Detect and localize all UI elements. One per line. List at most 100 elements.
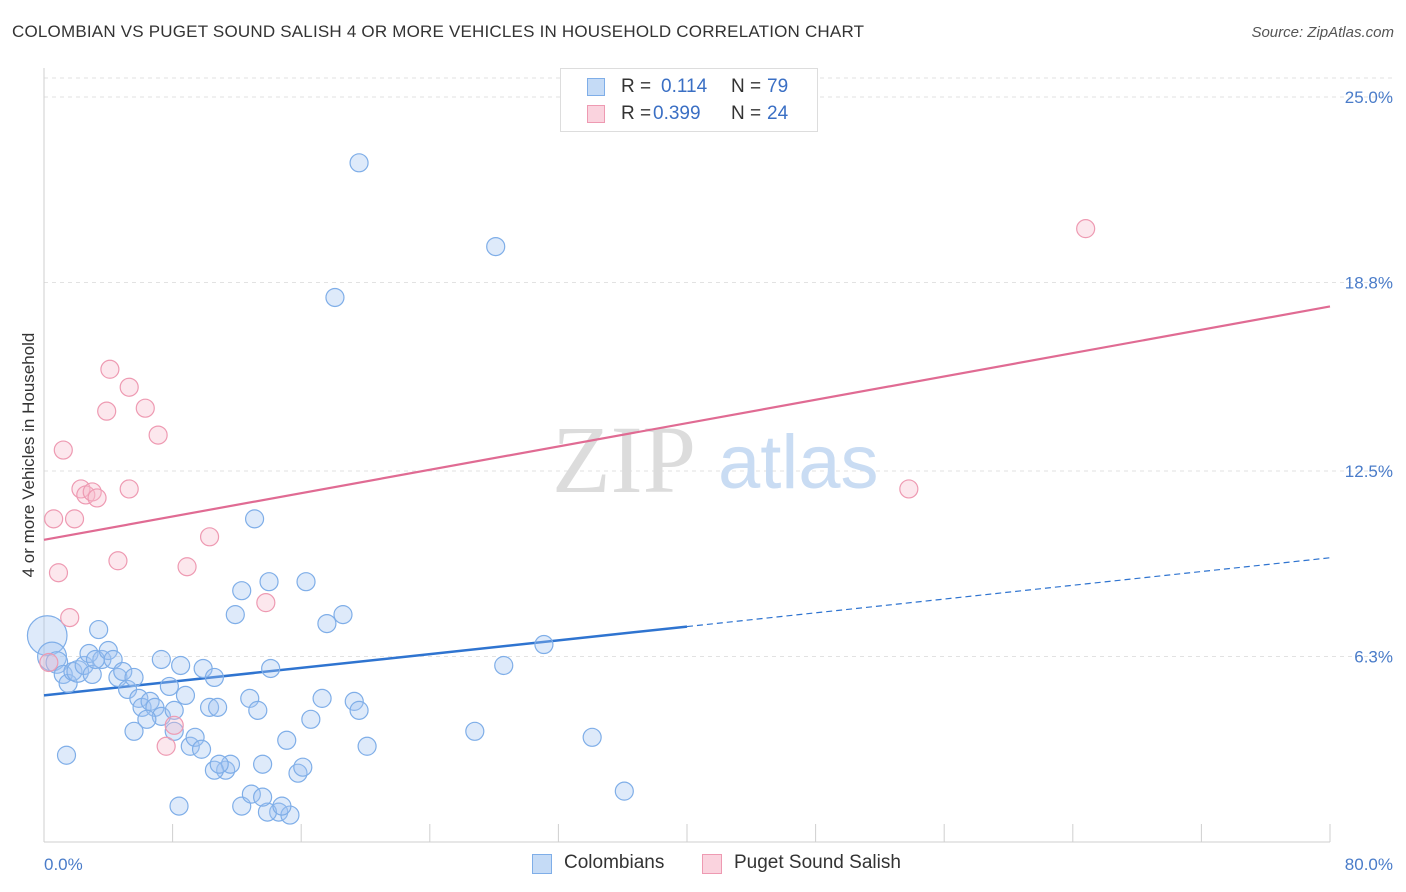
colombians-point	[312, 688, 332, 708]
colombians-point	[159, 676, 179, 697]
colombians-point	[534, 634, 554, 655]
colombians-point	[296, 572, 316, 592]
r-label: R =	[621, 103, 652, 124]
salish-point	[87, 488, 107, 508]
colombians-point	[45, 651, 69, 674]
n-value: 79	[767, 76, 789, 97]
colombians-point	[614, 781, 634, 801]
salish-point	[97, 401, 117, 421]
watermark-atlas: atlas	[718, 420, 879, 505]
colombians-point	[325, 287, 345, 308]
y-tick-label: 25.0%	[1345, 88, 1393, 107]
salish-point	[1076, 219, 1096, 239]
salish-point	[44, 509, 64, 529]
colombians-point	[244, 509, 265, 529]
colombians-point	[248, 700, 268, 720]
salish-point	[108, 551, 128, 571]
x-tick-label-max: 80.0%	[1345, 855, 1393, 874]
colombians-point	[204, 667, 224, 688]
colombians-trend-line	[43, 625, 688, 697]
n-label: N =	[731, 103, 762, 124]
colombians-point	[259, 572, 279, 592]
colombians-point	[232, 581, 252, 601]
colombians-point	[333, 605, 353, 625]
colombians-point	[209, 754, 229, 774]
y-tick-label: 18.8%	[1345, 274, 1393, 293]
y-tick-label: 6.3%	[1354, 648, 1393, 667]
colombians-point	[180, 736, 200, 756]
salish-point	[60, 608, 80, 628]
colombians-point	[164, 721, 184, 741]
colombians-point	[582, 727, 602, 747]
colombians-point	[317, 613, 337, 634]
colombians-point	[164, 700, 184, 720]
legend-label: Puget Sound Salish	[734, 852, 901, 873]
salish-point	[135, 398, 155, 418]
colombians-point	[261, 658, 281, 679]
salish-point	[119, 377, 139, 397]
trend-lines	[43, 305, 1331, 697]
legend-label: Colombians	[564, 852, 665, 873]
colombians-point	[56, 745, 77, 765]
salish-point	[199, 527, 220, 547]
y-tick-labels: 6.3% 12.5% 18.8% 25.0%	[1345, 88, 1393, 667]
chart-title: COLOMBIAN VS PUGET SOUND SALISH 4 OR MOR…	[12, 22, 865, 41]
salish-point	[148, 425, 168, 445]
colombians-point	[241, 784, 261, 804]
axes	[43, 68, 1331, 843]
x-tick-label-min: 0.0%	[44, 855, 83, 874]
salish-point	[119, 479, 139, 499]
colombians-point	[171, 655, 191, 676]
colombians-point	[277, 730, 297, 750]
salish-point	[53, 440, 73, 460]
r-value: 0.399	[653, 103, 701, 124]
colombians-point	[26, 615, 68, 656]
colombians-point	[272, 796, 292, 816]
colombians-point	[257, 802, 278, 822]
colombians-point	[151, 649, 171, 670]
y-axis-label: 4 or more Vehicles in Household	[19, 333, 38, 578]
colombians-trend-extension	[686, 557, 1331, 628]
colombians-point	[175, 685, 196, 706]
watermark-zip: ZIP	[552, 406, 696, 513]
colombians-point	[98, 640, 118, 661]
colombians-point	[253, 754, 273, 774]
n-label: N =	[731, 76, 762, 97]
colombians-point	[113, 661, 133, 682]
stats-legend: R = 0.114 N = 79 R = 0.399 N = 24	[560, 68, 818, 132]
colombians-point	[301, 709, 321, 729]
colombians-point	[293, 757, 313, 777]
colombians-point	[349, 153, 369, 173]
colombians-point	[225, 605, 245, 625]
colombians-swatch	[532, 854, 552, 874]
colombians-point	[169, 796, 189, 816]
colombians-point	[208, 697, 228, 717]
salish-point	[39, 652, 59, 673]
colombians-point	[191, 739, 212, 759]
colombians-point	[82, 664, 102, 685]
colombians-point	[465, 721, 485, 741]
colombians-point	[124, 667, 144, 688]
colombians-point	[486, 237, 506, 257]
colombians-point	[344, 691, 364, 711]
colombians-point	[89, 619, 109, 640]
salish-point	[256, 593, 276, 613]
colombians-point	[269, 802, 289, 822]
salish-swatch	[702, 854, 722, 874]
salish-point	[100, 359, 120, 379]
salish-trend-line	[43, 305, 1331, 541]
colombians-point	[58, 673, 78, 694]
salish-swatch	[587, 105, 605, 123]
n-value: 24	[767, 103, 789, 124]
r-label: R =	[621, 76, 652, 97]
salish-point	[164, 715, 184, 735]
colombians-point	[199, 697, 220, 717]
y-tick-label: 12.5%	[1345, 462, 1393, 481]
colombians-point	[357, 736, 377, 756]
colombians-point	[253, 787, 273, 807]
salish-point	[64, 509, 85, 529]
gridlines	[44, 77, 1394, 658]
colombians-point	[137, 709, 157, 729]
colombians-point	[349, 700, 369, 720]
